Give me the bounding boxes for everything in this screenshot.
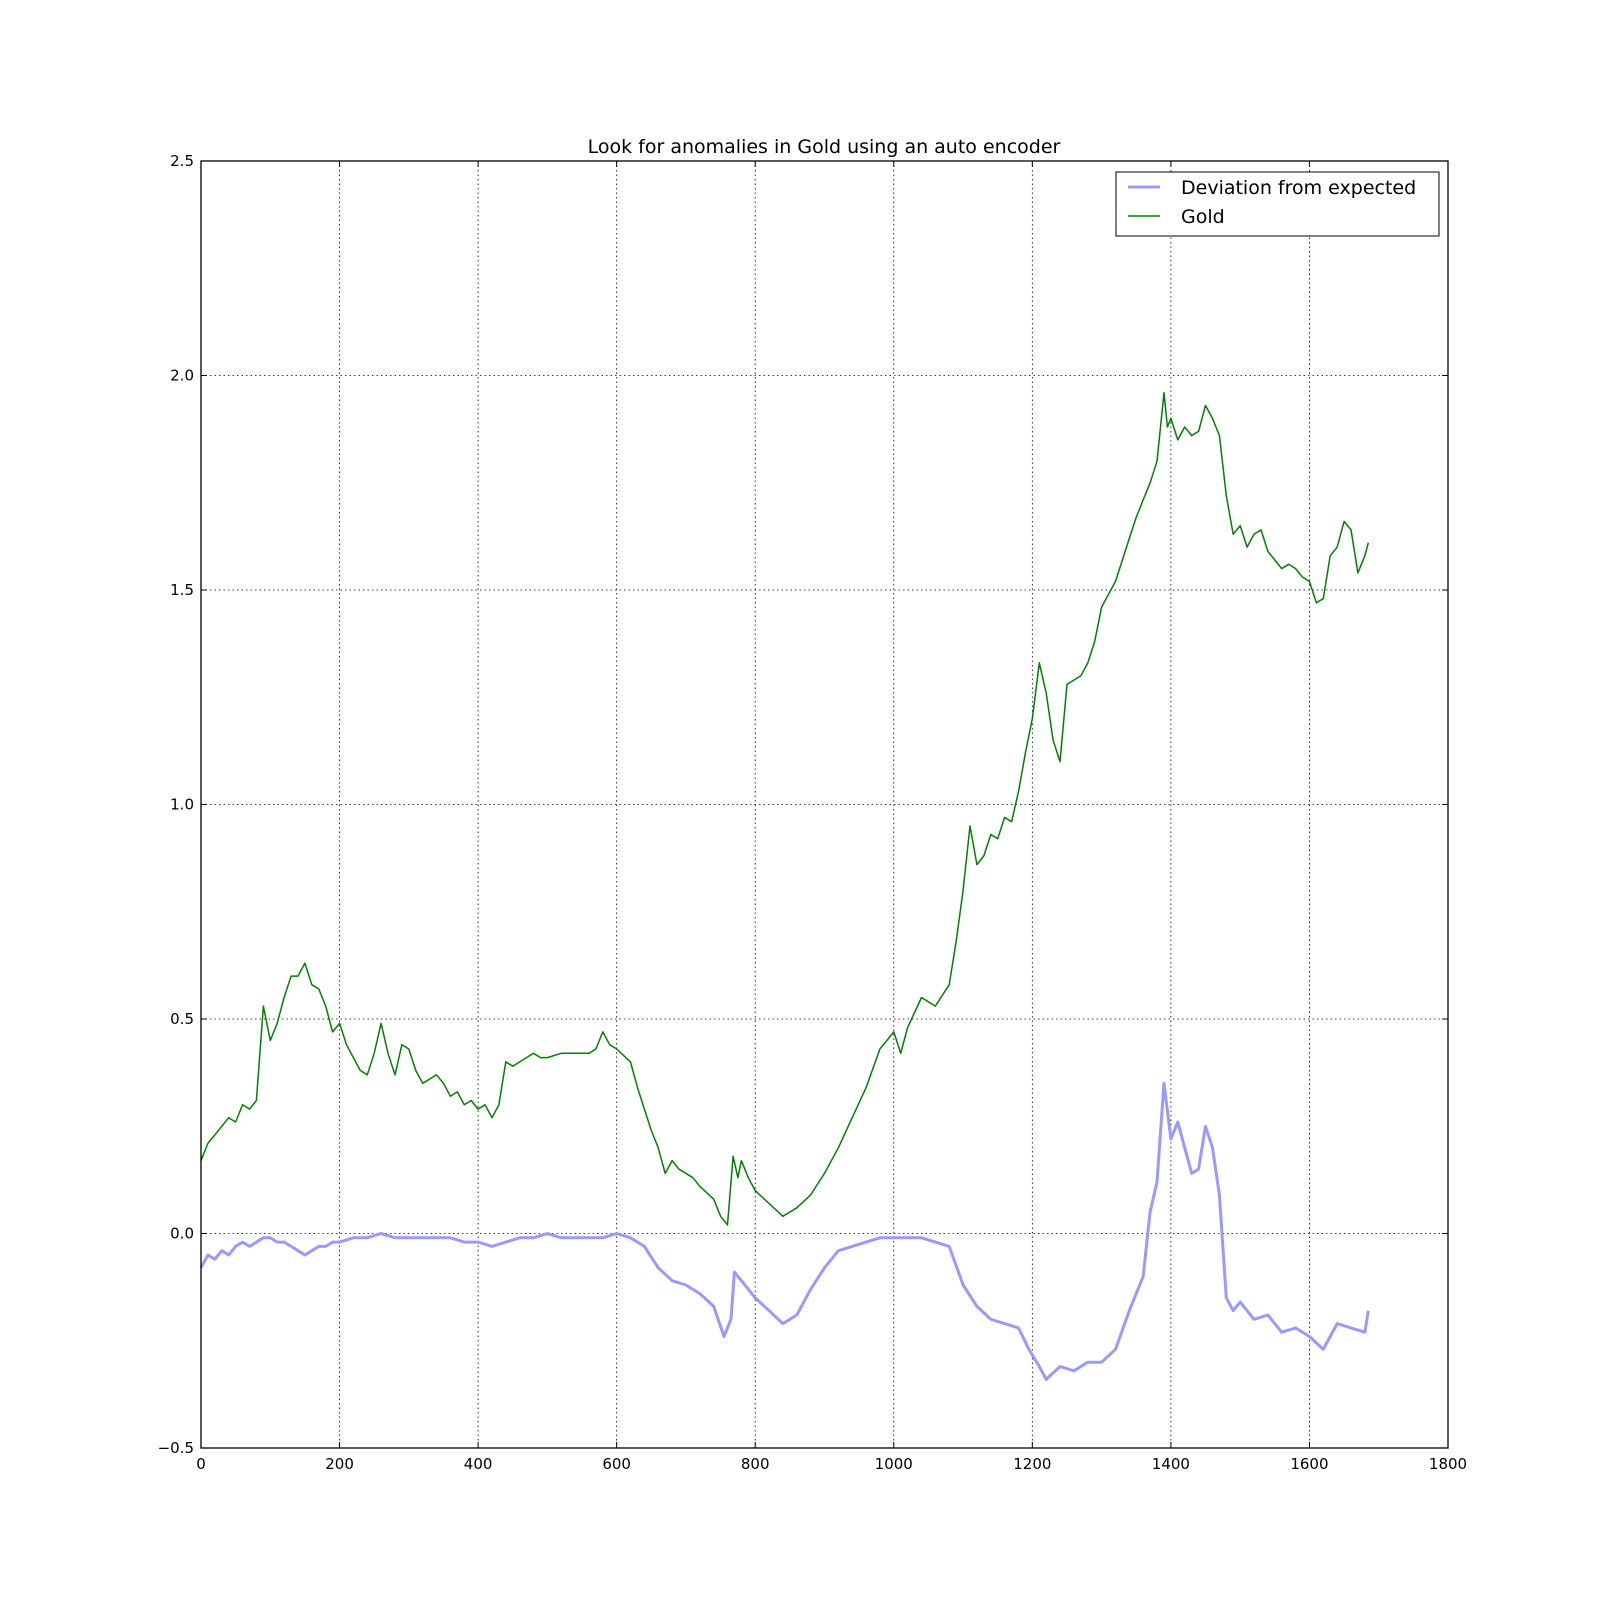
y-tick-label: 1.5: [170, 581, 194, 599]
x-tick-label: 800: [741, 1455, 770, 1473]
y-tick-label: 1.0: [170, 796, 194, 814]
x-tick-label: 1000: [875, 1455, 913, 1473]
x-tick-label: 600: [602, 1455, 631, 1473]
gridlines: [201, 161, 1448, 1448]
legend-box: [1115, 171, 1440, 237]
series-layer: [199, 391, 1370, 1381]
x-tick-label: 400: [464, 1455, 493, 1473]
y-tick-label: 2.5: [170, 152, 194, 170]
x-tick-label: 200: [325, 1455, 354, 1473]
x-tick-label: 1600: [1290, 1455, 1328, 1473]
x-tick-label: 1800: [1429, 1455, 1467, 1473]
y-tick-label: 0.0: [170, 1225, 194, 1243]
x-tick-label: 0: [196, 1455, 206, 1473]
deviation-series-line: [199, 1081, 1370, 1381]
legend: Deviation from expected Gold: [1115, 171, 1440, 237]
legend-label-deviation: Deviation from expected: [1181, 177, 1416, 199]
x-tick-label: 1400: [1152, 1455, 1190, 1473]
gold-series-line: [200, 391, 1370, 1226]
axis-ticks: 0 200 400 600 800 1000 1200 1400 1600 1800 −0.5 0.0…: [158, 152, 1468, 1473]
chart-title: Look for anomalies in Gold using an auto…: [588, 136, 1061, 158]
x-tick-label: 1200: [1013, 1455, 1051, 1473]
legend-label-gold: Gold: [1181, 206, 1225, 228]
y-tick-label: 2.0: [170, 367, 194, 385]
y-tick-label: −0.5: [158, 1439, 194, 1457]
y-tick-label: 0.5: [170, 1010, 194, 1028]
